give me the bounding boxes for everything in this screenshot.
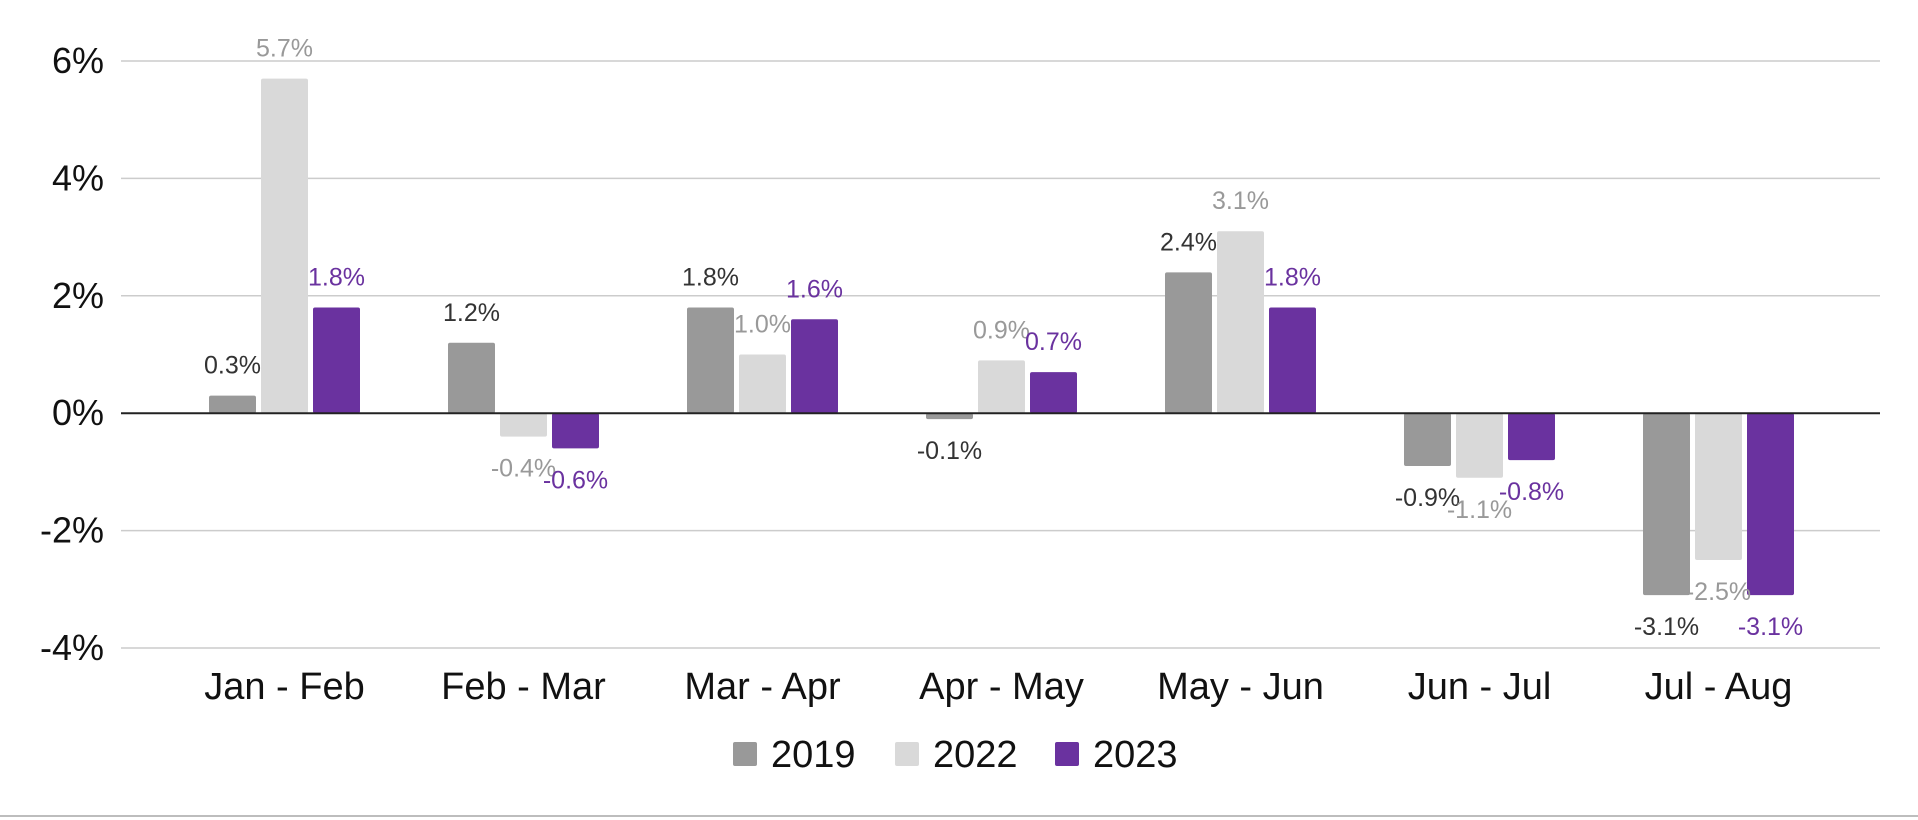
bar-2023 xyxy=(1269,307,1316,414)
y-tick-label: -2% xyxy=(40,510,104,551)
bar-2019 xyxy=(448,342,495,414)
data-label-2022: -0.4% xyxy=(491,455,556,483)
data-label-2023: 1.8% xyxy=(1264,264,1321,292)
bar-2022 xyxy=(1695,413,1742,560)
bar-2019 xyxy=(926,413,973,420)
x-tick-label: May - Jun xyxy=(1157,666,1324,708)
legend-swatch-2023 xyxy=(1055,742,1079,766)
bar-2023 xyxy=(1508,413,1555,461)
y-tick-label: 2% xyxy=(52,275,104,316)
bar-2019 xyxy=(1165,272,1212,414)
bar-2023 xyxy=(1747,413,1794,596)
y-tick-label: 4% xyxy=(52,157,104,198)
legend-swatch-2022 xyxy=(895,742,919,766)
data-label-2022: -1.1% xyxy=(1447,496,1512,524)
y-tick-label: 0% xyxy=(52,392,104,433)
data-label-2019: 1.2% xyxy=(443,299,500,327)
bar-2022 xyxy=(739,354,786,414)
bar-2022 xyxy=(500,413,547,437)
data-label-2022: 0.9% xyxy=(973,316,1030,344)
data-label-2022: 1.0% xyxy=(734,311,791,339)
data-label-2023: -3.1% xyxy=(1738,613,1803,641)
data-label-2019: 2.4% xyxy=(1160,228,1217,256)
legend: 2019 2022 2023 xyxy=(733,734,1178,776)
bar-2022 xyxy=(261,78,308,414)
y-tick-label: -4% xyxy=(40,627,104,668)
data-label-2022: 3.1% xyxy=(1212,187,1269,215)
gridlines xyxy=(121,60,1880,649)
y-axis-tick-labels: 6% 4% 2% 0% -2% -4% xyxy=(40,40,104,668)
bars xyxy=(209,78,1794,596)
bar-2022 xyxy=(1456,413,1503,478)
data-label-2023: -0.8% xyxy=(1499,478,1564,506)
bar-2019 xyxy=(209,395,256,414)
data-label-2023: 1.8% xyxy=(308,264,365,292)
y-tick-label: 6% xyxy=(52,40,104,81)
data-label-2019: -0.9% xyxy=(1395,484,1460,512)
x-tick-label: Mar - Apr xyxy=(684,666,841,708)
bar-2023 xyxy=(552,413,599,449)
bar-2022 xyxy=(1217,231,1264,414)
x-tick-label: Jun - Jul xyxy=(1408,666,1552,708)
data-label-2023: 1.6% xyxy=(786,275,843,303)
data-label-2023: 0.7% xyxy=(1025,328,1082,356)
x-tick-label: Feb - Mar xyxy=(441,666,606,708)
x-tick-label: Jan - Feb xyxy=(204,666,365,708)
data-label-2023: -0.6% xyxy=(543,466,608,494)
data-label-2022: -2.5% xyxy=(1686,578,1751,606)
x-axis-tick-labels: Jan - Feb Feb - Mar Mar - Apr Apr - May May … xyxy=(204,666,1792,708)
bar-2023 xyxy=(791,319,838,414)
data-label-2019: -3.1% xyxy=(1634,613,1699,641)
bar-2019 xyxy=(1404,413,1451,467)
legend-swatch-2019 xyxy=(733,742,757,766)
bar-2022 xyxy=(978,360,1025,414)
data-label-2019: 0.3% xyxy=(204,352,261,380)
legend-label-2022: 2022 xyxy=(933,734,1018,776)
data-label-2019: -0.1% xyxy=(917,437,982,465)
data-label-2022: 5.7% xyxy=(256,35,313,63)
bar-2019 xyxy=(1643,413,1690,596)
data-label-2019: 1.8% xyxy=(682,264,739,292)
legend-label-2019: 2019 xyxy=(771,734,856,776)
x-tick-label: Apr - May xyxy=(919,666,1084,708)
bar-2019 xyxy=(687,307,734,414)
bar-2023 xyxy=(1030,372,1077,414)
bar-2023 xyxy=(313,307,360,414)
x-tick-label: Jul - Aug xyxy=(1645,666,1793,708)
legend-label-2023: 2023 xyxy=(1093,734,1178,776)
data-labels: 0.3% 5.7% 1.8% 1.2% -0.4%-0.6% 1.8% 1.0% 1.6% -0… xyxy=(204,35,1803,642)
